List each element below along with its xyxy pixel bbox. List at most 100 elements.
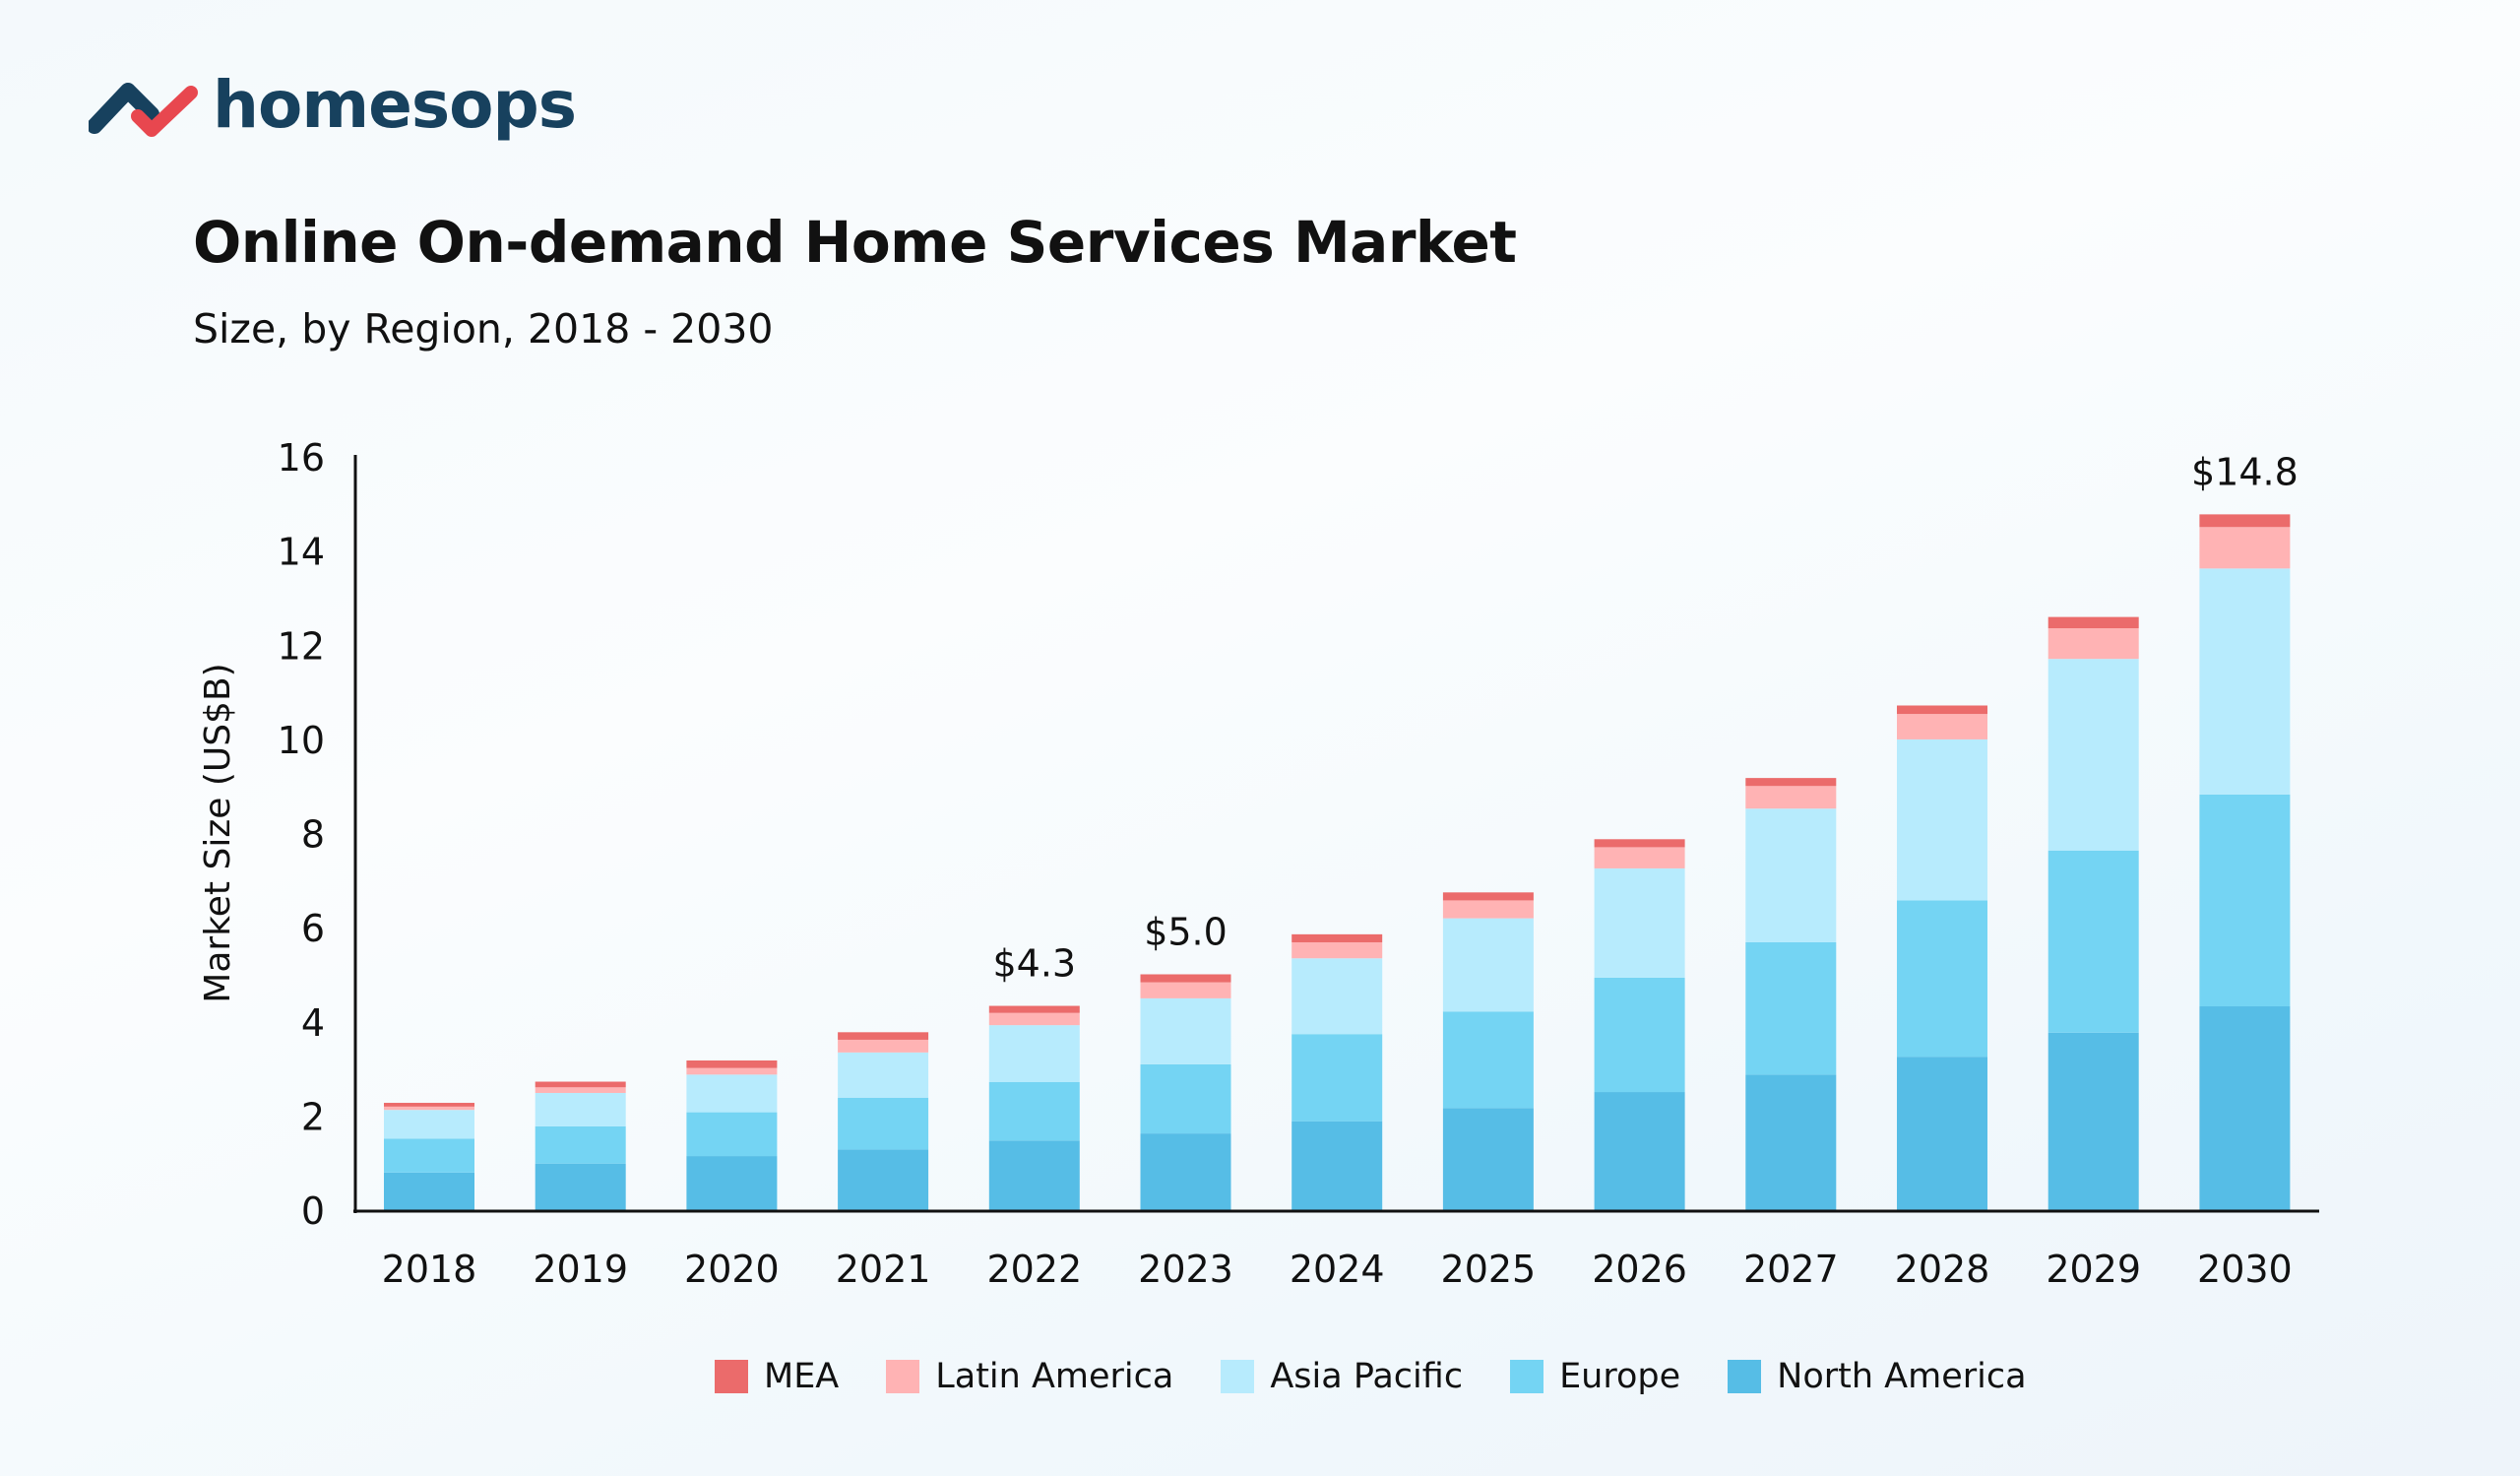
- bar-stack-2027: [1745, 778, 1837, 1211]
- bar-segment-mea: [1140, 974, 1231, 983]
- bar-segment-europe: [1442, 1011, 1534, 1109]
- bar-segment-north-america: [2199, 1006, 2291, 1211]
- x-tick-label: 2024: [1290, 1248, 1385, 1291]
- bar-stack-2029: [2048, 616, 2139, 1211]
- data-label-total: $4.3: [992, 942, 1076, 986]
- bar-segment-north-america: [1140, 1133, 1231, 1211]
- x-tick-label: 2030: [2197, 1248, 2293, 1291]
- x-tick-label: 2028: [1895, 1248, 1990, 1291]
- bar-segment-latin-america: [988, 1012, 1080, 1026]
- y-tick-label: 16: [278, 436, 325, 480]
- y-tick-labels: 0 2 4 6 8 10 12 14 16: [278, 436, 325, 1233]
- bar-segment-north-america: [1745, 1074, 1837, 1211]
- legend: MEA Latin America Asia Pacific Europe No…: [715, 1357, 2027, 1396]
- bar-segment-latin-america: [686, 1067, 778, 1075]
- bar-stack-2021: [838, 1032, 929, 1211]
- bar-segment-latin-america: [1594, 847, 1685, 868]
- y-tick-label: 12: [278, 624, 325, 668]
- bar-segment-asia-pacific: [1292, 958, 1383, 1035]
- legend-swatch: [1510, 1360, 1544, 1393]
- bar-segment-asia-pacific: [1140, 997, 1231, 1064]
- bar-segment-europe: [1140, 1063, 1231, 1134]
- bar-stack-2030: [2199, 514, 2291, 1211]
- legend-item-latin-america: Latin America: [886, 1357, 1173, 1396]
- y-tick-label: 6: [301, 907, 325, 950]
- bar-segment-europe: [1897, 900, 1987, 1058]
- bar-segment-asia-pacific: [1897, 738, 1987, 901]
- bar-segment-europe: [988, 1081, 1080, 1141]
- bar-segment-europe: [2048, 850, 2139, 1033]
- bar-segment-north-america: [686, 1156, 778, 1211]
- bar-segment-latin-america: [2199, 527, 2291, 569]
- bar-segment-mea: [1292, 933, 1383, 942]
- bar-segment-mea: [1897, 705, 1987, 715]
- bar-segment-europe: [838, 1097, 929, 1150]
- bar-stack-2028: [1897, 705, 1987, 1211]
- bar-segment-europe: [535, 1125, 626, 1164]
- bar-segment-north-america: [1897, 1057, 1987, 1211]
- x-tick-label: 2025: [1441, 1248, 1537, 1291]
- x-tick-label: 2026: [1592, 1248, 1687, 1291]
- bar-segment-north-america: [1442, 1108, 1534, 1211]
- legend-label: North America: [1777, 1357, 2027, 1396]
- bar-segment-europe: [1594, 977, 1685, 1093]
- bar-segment-latin-america: [384, 1106, 474, 1111]
- bar-segment-north-america: [1594, 1092, 1685, 1211]
- bar-segment-mea: [988, 1005, 1080, 1013]
- bar-stack-2024: [1292, 933, 1383, 1211]
- bar-stack-2023: [1140, 974, 1231, 1211]
- bar-segment-mea: [1442, 892, 1534, 901]
- bar-stack-2022: [988, 1005, 1080, 1211]
- bar-stack-2020: [686, 1060, 778, 1211]
- bar-segment-latin-america: [1140, 982, 1231, 998]
- bar-segment-asia-pacific: [1745, 808, 1837, 942]
- x-tick-label: 2020: [684, 1248, 780, 1291]
- legend-swatch: [715, 1360, 748, 1393]
- x-tick-label: 2029: [2046, 1248, 2141, 1291]
- data-labels: $4.3 $5.0 $14.8: [992, 450, 2298, 985]
- legend-label: MEA: [764, 1357, 840, 1396]
- bar-segment-latin-america: [535, 1087, 626, 1093]
- bar-segment-asia-pacific: [384, 1110, 474, 1139]
- x-tick-label: 2019: [533, 1248, 628, 1291]
- y-tick-label: 10: [278, 719, 325, 762]
- y-tick-label: 14: [278, 531, 325, 574]
- bar-segment-north-america: [1292, 1121, 1383, 1211]
- bar-segment-europe: [1745, 941, 1837, 1075]
- bar-segment-asia-pacific: [838, 1052, 929, 1098]
- bar-segment-mea: [838, 1032, 929, 1040]
- bar-stack-2018: [384, 1103, 474, 1211]
- bar-segment-europe: [2199, 794, 2291, 1007]
- bar-segment-north-america: [2048, 1032, 2139, 1211]
- bar-stack-2025: [1442, 892, 1534, 1211]
- x-tick-label: 2022: [986, 1248, 1082, 1291]
- bar-segment-asia-pacific: [1594, 867, 1685, 978]
- bar-segment-asia-pacific: [686, 1074, 778, 1113]
- chart-subtitle: Size, by Region, 2018 - 2030: [193, 305, 774, 353]
- bar-segment-latin-america: [1442, 900, 1534, 919]
- bar-segment-asia-pacific: [988, 1025, 1080, 1082]
- bar-segment-mea: [686, 1060, 778, 1068]
- x-tick-label: 2018: [382, 1248, 477, 1291]
- bar-segment-latin-america: [838, 1039, 929, 1053]
- bar-segment-north-america: [838, 1149, 929, 1211]
- x-tick-label: 2023: [1138, 1248, 1233, 1291]
- brand-name: homesops: [213, 67, 577, 143]
- x-tick-label: 2021: [836, 1248, 931, 1291]
- chart-title: Online On-demand Home Services Market: [193, 209, 1517, 276]
- bar-segment-north-america: [988, 1140, 1080, 1211]
- y-tick-label: 4: [301, 1001, 325, 1045]
- brand-logo: homesops: [89, 67, 577, 143]
- y-tick-label: 2: [301, 1095, 325, 1138]
- bar-segment-latin-america: [1897, 714, 1987, 739]
- y-tick-label: 8: [301, 813, 325, 857]
- bar-segment-mea: [535, 1081, 626, 1088]
- house-check-logo-icon: [89, 82, 198, 137]
- bar-segment-asia-pacific: [535, 1092, 626, 1126]
- legend-swatch: [886, 1360, 920, 1393]
- bars-layer: [384, 514, 2291, 1211]
- bar-segment-europe: [686, 1112, 778, 1157]
- bar-segment-latin-america: [1292, 941, 1383, 959]
- legend-item-north-america: North America: [1728, 1357, 2027, 1396]
